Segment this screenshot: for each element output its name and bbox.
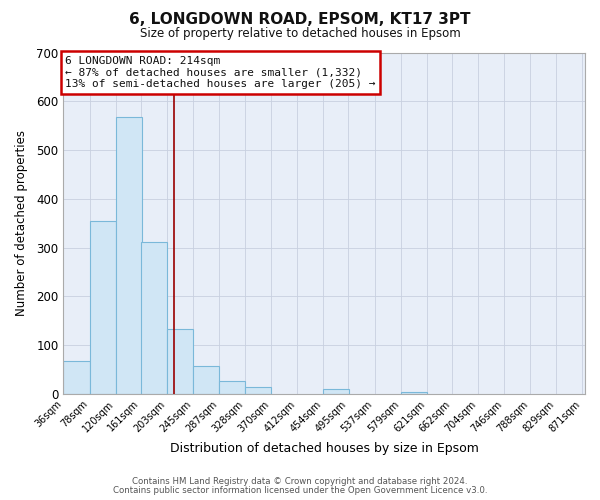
Bar <box>219 380 245 394</box>
Bar <box>89 221 116 394</box>
Bar <box>167 329 193 394</box>
Text: Contains HM Land Registry data © Crown copyright and database right 2024.: Contains HM Land Registry data © Crown c… <box>132 477 468 486</box>
Bar <box>116 117 142 394</box>
Y-axis label: Number of detached properties: Number of detached properties <box>15 130 28 316</box>
Bar <box>141 242 167 394</box>
Text: Contains public sector information licensed under the Open Government Licence v3: Contains public sector information licen… <box>113 486 487 495</box>
Bar <box>401 392 427 394</box>
Bar <box>193 366 219 394</box>
Text: 6, LONGDOWN ROAD, EPSOM, KT17 3PT: 6, LONGDOWN ROAD, EPSOM, KT17 3PT <box>129 12 471 28</box>
Bar <box>64 360 89 394</box>
Bar <box>245 387 271 394</box>
Text: Size of property relative to detached houses in Epsom: Size of property relative to detached ho… <box>140 28 460 40</box>
Text: 6 LONGDOWN ROAD: 214sqm
← 87% of detached houses are smaller (1,332)
13% of semi: 6 LONGDOWN ROAD: 214sqm ← 87% of detache… <box>65 56 376 89</box>
X-axis label: Distribution of detached houses by size in Epsom: Distribution of detached houses by size … <box>170 442 479 455</box>
Bar <box>323 389 349 394</box>
